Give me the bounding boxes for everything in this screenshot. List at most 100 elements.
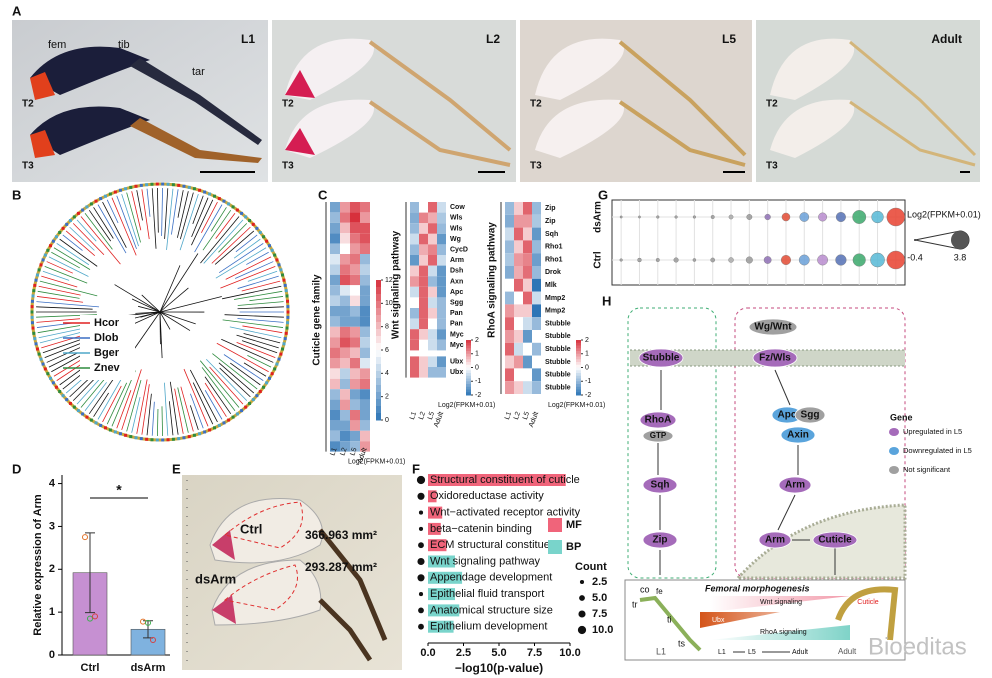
heatmap-cell bbox=[523, 227, 532, 241]
tip-marker bbox=[171, 437, 175, 441]
tip-marker bbox=[208, 192, 212, 196]
tip-marker bbox=[150, 438, 154, 442]
tip-marker bbox=[65, 398, 69, 402]
colorbar-step bbox=[466, 384, 471, 388]
tip-marker bbox=[139, 183, 143, 187]
tip-marker bbox=[155, 438, 159, 442]
heatmap-cell bbox=[350, 274, 360, 286]
dot bbox=[886, 250, 906, 270]
tree-branch bbox=[237, 306, 284, 310]
colorbar-step bbox=[576, 356, 581, 360]
tree-branch bbox=[141, 384, 150, 435]
legend-label: Not significant bbox=[903, 465, 951, 474]
tree-branch bbox=[159, 253, 199, 313]
tree-branch bbox=[126, 192, 141, 243]
tip-marker bbox=[203, 430, 207, 434]
heatmap-cell bbox=[437, 255, 446, 266]
leg bbox=[770, 38, 855, 100]
heatmap-cell bbox=[350, 347, 360, 358]
tree-branch bbox=[243, 333, 281, 344]
tip-marker bbox=[58, 230, 62, 234]
heatmap-cell bbox=[330, 337, 340, 348]
gene-label: Sqh bbox=[545, 231, 558, 238]
leg bbox=[849, 40, 977, 157]
tip-marker bbox=[39, 357, 43, 361]
legend-label: Downregulated in L5 bbox=[903, 446, 972, 455]
y-tick-label: 4 bbox=[49, 477, 56, 489]
tree-branch bbox=[53, 247, 91, 270]
heatmap-cell bbox=[532, 368, 541, 382]
leg bbox=[535, 99, 624, 158]
heatmap-cell bbox=[428, 255, 437, 266]
tree-branch bbox=[201, 201, 218, 234]
tip-marker bbox=[265, 381, 269, 385]
tip-marker bbox=[258, 230, 262, 234]
row-label: Ctrl bbox=[593, 251, 604, 268]
heatmap-cell bbox=[360, 441, 370, 452]
count-dot bbox=[418, 623, 424, 630]
colorbar-step bbox=[376, 406, 381, 414]
colorbar-title: Log2(FPKM+0.01) bbox=[548, 402, 605, 409]
gene-label: Dsh bbox=[450, 268, 463, 275]
tip-marker bbox=[54, 385, 58, 389]
heatmap-cell bbox=[340, 420, 350, 431]
tree-branch bbox=[121, 193, 139, 247]
heatmap-cell bbox=[330, 430, 340, 442]
heatmap-title: Cuticle gene family bbox=[312, 274, 323, 366]
tree-branch bbox=[136, 190, 143, 221]
tree-branch bbox=[222, 319, 284, 328]
heatmap-cell bbox=[428, 244, 437, 255]
tip-marker bbox=[155, 182, 159, 186]
tree-branch bbox=[241, 280, 281, 292]
colorbar-step bbox=[466, 359, 471, 363]
tip-marker bbox=[171, 183, 175, 187]
tip-marker bbox=[270, 248, 274, 252]
node bbox=[758, 531, 792, 549]
heatmap-cell bbox=[350, 202, 360, 213]
colorbar-label: 12 bbox=[385, 277, 393, 284]
bar bbox=[428, 522, 441, 535]
colorbar-label: 1 bbox=[585, 351, 589, 358]
tree-branch bbox=[36, 296, 84, 303]
tree-branch bbox=[111, 197, 137, 256]
heatmap-cell bbox=[419, 308, 428, 319]
gene-label: Stubble bbox=[545, 359, 571, 366]
dot bbox=[871, 210, 884, 224]
gene-label: Mmp2 bbox=[545, 295, 565, 302]
heatmap-cell bbox=[330, 295, 340, 306]
heatmap-cell bbox=[514, 202, 523, 215]
leg bbox=[849, 100, 976, 167]
tip-marker bbox=[258, 390, 262, 394]
leg bbox=[285, 70, 315, 98]
data-point bbox=[150, 637, 156, 643]
heatmap-cell bbox=[350, 264, 360, 275]
tip-marker bbox=[166, 182, 170, 186]
heatmap-cell bbox=[437, 367, 446, 378]
panel-label: C bbox=[318, 187, 328, 202]
panel-label: H bbox=[602, 293, 611, 308]
tree-branch bbox=[210, 207, 227, 232]
error-bar bbox=[85, 532, 95, 614]
gene-label: Wls bbox=[450, 225, 463, 232]
dot bbox=[886, 207, 906, 227]
heatmap-cell bbox=[340, 410, 350, 421]
tree-branch bbox=[41, 275, 78, 288]
node bbox=[780, 426, 816, 444]
column-label: L2 bbox=[339, 447, 348, 457]
tip-marker bbox=[248, 219, 252, 223]
dot bbox=[818, 212, 828, 222]
gene-label: Axn bbox=[450, 278, 463, 285]
tip-marker bbox=[203, 190, 207, 194]
tree-branch bbox=[218, 243, 264, 274]
colorbar-step bbox=[466, 373, 471, 377]
tree-branch bbox=[116, 390, 132, 429]
tree-branch bbox=[233, 290, 283, 300]
heatmap-cell bbox=[410, 233, 419, 245]
colorbar-step bbox=[576, 342, 581, 346]
bar bbox=[428, 555, 455, 568]
leg-label: T3 bbox=[530, 161, 542, 172]
tree-branch bbox=[212, 353, 258, 390]
tip-marker bbox=[231, 415, 235, 419]
tip-marker bbox=[187, 435, 191, 439]
heatmap-cell bbox=[350, 295, 360, 306]
